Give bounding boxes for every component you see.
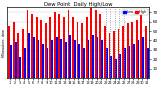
- Bar: [69, 35, 71, 78]
- Y-axis label: Milwaukee, dew: Milwaukee, dew: [2, 29, 6, 57]
- Bar: [124, 48, 126, 78]
- Bar: [119, 54, 121, 78]
- Bar: [147, 48, 149, 78]
- Bar: [83, 48, 85, 78]
- Bar: [136, 20, 138, 78]
- Bar: [63, 17, 65, 78]
- Bar: [131, 22, 133, 78]
- Bar: [108, 33, 110, 78]
- Bar: [118, 29, 119, 78]
- Bar: [19, 57, 21, 78]
- Bar: [8, 26, 10, 78]
- Legend: Low, High: Low, High: [122, 9, 148, 15]
- Bar: [47, 48, 48, 78]
- Bar: [113, 31, 115, 78]
- Bar: [42, 44, 44, 78]
- Bar: [142, 37, 144, 78]
- Bar: [128, 46, 130, 78]
- Bar: [13, 22, 15, 78]
- Bar: [54, 12, 56, 78]
- Bar: [81, 23, 83, 78]
- Bar: [92, 35, 94, 78]
- Bar: [95, 10, 97, 78]
- Bar: [33, 37, 35, 78]
- Bar: [86, 17, 88, 78]
- Bar: [65, 42, 67, 78]
- Bar: [110, 56, 112, 78]
- Bar: [99, 14, 101, 78]
- Bar: [40, 20, 42, 78]
- Bar: [68, 10, 69, 78]
- Bar: [106, 48, 108, 78]
- Bar: [88, 40, 89, 78]
- Bar: [97, 37, 99, 78]
- Bar: [140, 14, 142, 78]
- Bar: [115, 59, 117, 78]
- Bar: [133, 44, 135, 78]
- Bar: [22, 29, 24, 78]
- Bar: [60, 39, 62, 78]
- Bar: [145, 26, 147, 78]
- Bar: [45, 23, 47, 78]
- Bar: [74, 40, 76, 78]
- Bar: [36, 17, 37, 78]
- Bar: [78, 44, 80, 78]
- Bar: [122, 26, 124, 78]
- Bar: [56, 37, 58, 78]
- Bar: [31, 14, 33, 78]
- Bar: [37, 40, 39, 78]
- Bar: [15, 42, 17, 78]
- Bar: [24, 48, 26, 78]
- Bar: [104, 26, 106, 78]
- Bar: [77, 22, 78, 78]
- Bar: [101, 40, 103, 78]
- Bar: [72, 17, 74, 78]
- Bar: [51, 40, 53, 78]
- Bar: [49, 17, 51, 78]
- Bar: [28, 33, 30, 78]
- Bar: [10, 45, 12, 78]
- Bar: [127, 23, 128, 78]
- Bar: [17, 33, 19, 78]
- Bar: [58, 14, 60, 78]
- Title: Dew Point  Daily High/Low: Dew Point Daily High/Low: [44, 2, 113, 7]
- Bar: [138, 40, 140, 78]
- Bar: [27, 10, 28, 78]
- Bar: [90, 8, 92, 78]
